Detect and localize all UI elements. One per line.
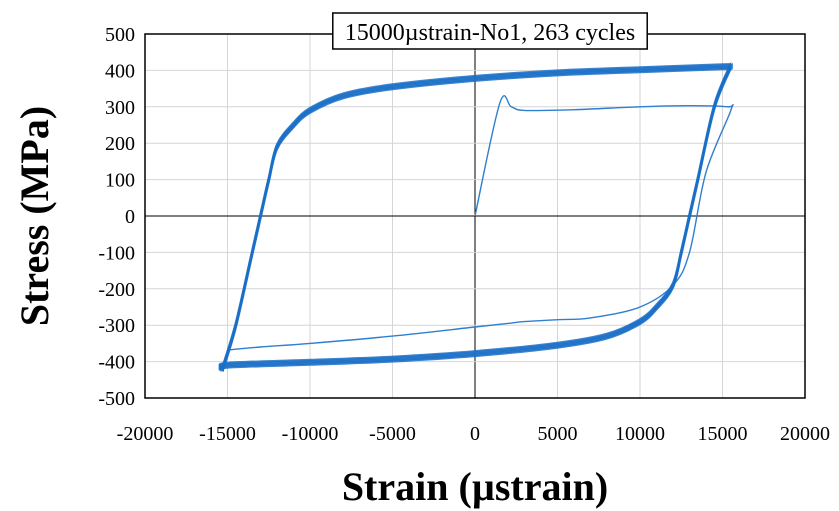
series-line-stabilized-loop-upper <box>221 64 733 370</box>
x-tick-label: -20000 <box>117 423 174 445</box>
chart-title-box: 15000µstrain-No1, 263 cycles <box>332 12 648 50</box>
x-tick-label: -15000 <box>199 423 256 445</box>
x-tick-label: -5000 <box>369 423 416 445</box>
y-tick-label: 100 <box>105 170 135 192</box>
x-tick-label: 0 <box>470 423 480 445</box>
x-tick-label: 15000 <box>698 423 748 445</box>
y-tick-label: -300 <box>98 315 135 337</box>
y-tick-label: -100 <box>98 242 135 264</box>
x-tick-label: -10000 <box>282 423 339 445</box>
x-axis-label: Strain (µstrain) <box>342 464 608 509</box>
x-tick-label: 5000 <box>538 423 578 445</box>
y-tick-label: 300 <box>105 97 135 119</box>
y-tick-label: 500 <box>105 24 135 46</box>
y-tick-label: -200 <box>98 279 135 301</box>
y-tick-label: -500 <box>98 388 135 410</box>
y-tick-label: -400 <box>98 352 135 374</box>
series-line-stabilized-loop-upper <box>221 62 733 367</box>
series-line-stabilized-loop-lower <box>218 63 732 368</box>
y-tick-label: 0 <box>125 206 135 228</box>
data-series <box>218 62 734 373</box>
x-tick-label: 10000 <box>615 423 665 445</box>
y-tick-label: 200 <box>105 133 135 155</box>
chart-title: 15000µstrain-No1, 263 cycles <box>345 20 635 46</box>
y-axis-label: Stress (MPa) <box>12 106 57 326</box>
series-line-first-cycle <box>227 95 734 351</box>
x-tick-label: 20000 <box>780 423 830 445</box>
chart-title-frame <box>332 12 648 50</box>
series-line-stabilized-loop-upper <box>221 66 733 371</box>
y-tick-label: 400 <box>105 60 135 82</box>
series-line-stabilized-loop-upper <box>221 67 733 372</box>
tick-labels: -20000 -15000 -10000 -5000 0 5000 10000 15000 20… <box>98 24 830 445</box>
